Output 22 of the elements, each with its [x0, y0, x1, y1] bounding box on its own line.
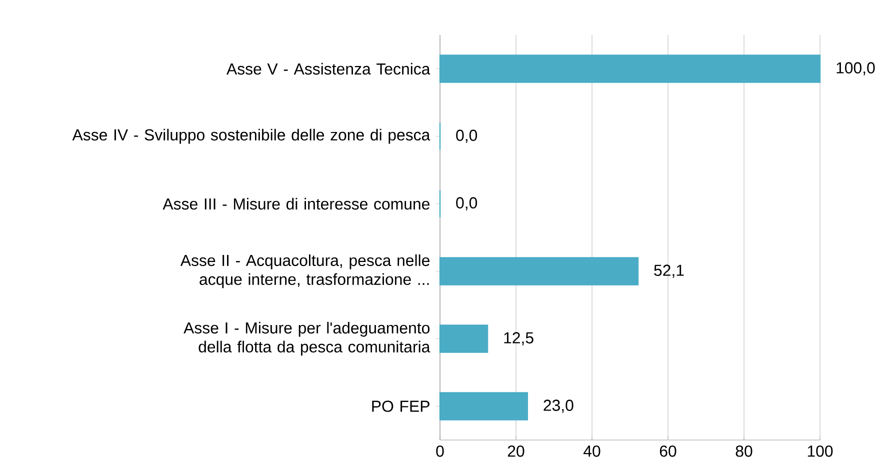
x-tick-label: 60: [660, 446, 676, 457]
data-label: 0,0: [456, 197, 478, 210]
data-label: 100,0: [836, 62, 875, 76]
data-label: 0,0: [456, 130, 478, 143]
data-label: 23,0: [544, 400, 574, 413]
y-tick-label: Asse IV - Sviluppo sostenibile delle zone di pesca: [72, 128, 430, 144]
x-tick-label: 100: [808, 446, 833, 457]
x-tick-label: 20: [508, 446, 524, 457]
bar: [439, 54, 821, 83]
x-tick-label: 0: [436, 446, 444, 457]
y-tick-label: Asse I - Misure per l'adeguamento della flotta da pesca comunitaria: [184, 322, 430, 356]
y-tick-label: Asse II - Acquacoltura, pesca nelle acque interne, trasformazione ...: [180, 254, 430, 288]
bar: [439, 392, 528, 420]
x-tick-label: 80: [736, 446, 752, 457]
data-label: 12,5: [504, 332, 534, 346]
bar: [439, 324, 488, 353]
y-tick-label: PO FEP: [372, 400, 430, 412]
data-label: 52,1: [654, 264, 684, 278]
bar: [439, 257, 639, 286]
y-tick-label: Asse III - Misure di interesse comune: [162, 198, 430, 210]
x-tick-label: 40: [583, 446, 600, 457]
y-tick-label: Asse V - Assistenza Tecnica: [226, 62, 430, 75]
